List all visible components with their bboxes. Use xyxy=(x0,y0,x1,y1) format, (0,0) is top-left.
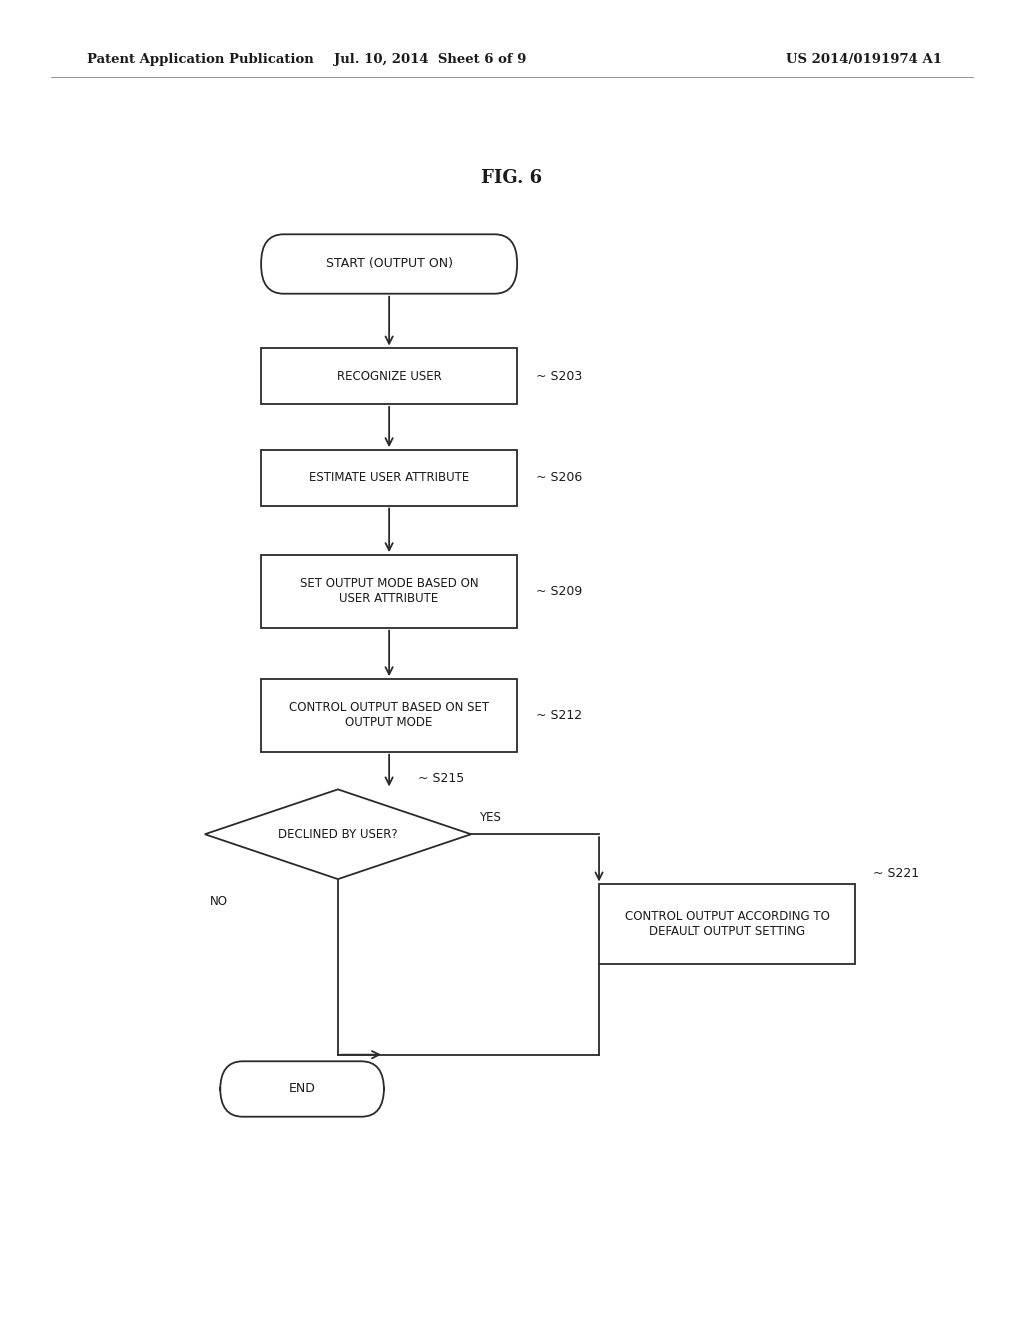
Text: ~ S212: ~ S212 xyxy=(536,709,582,722)
FancyBboxPatch shape xyxy=(261,235,517,293)
Bar xyxy=(599,884,855,964)
Text: Patent Application Publication: Patent Application Publication xyxy=(87,53,313,66)
Text: NO: NO xyxy=(210,895,228,908)
Text: RECOGNIZE USER: RECOGNIZE USER xyxy=(337,370,441,383)
Polygon shape xyxy=(205,789,471,879)
Text: ~ S203: ~ S203 xyxy=(536,370,582,383)
Bar xyxy=(261,678,517,752)
Text: Jul. 10, 2014  Sheet 6 of 9: Jul. 10, 2014 Sheet 6 of 9 xyxy=(334,53,526,66)
Bar xyxy=(261,450,517,506)
Text: ESTIMATE USER ATTRIBUTE: ESTIMATE USER ATTRIBUTE xyxy=(309,471,469,484)
Text: END: END xyxy=(289,1082,315,1096)
Bar xyxy=(261,348,517,404)
Text: US 2014/0191974 A1: US 2014/0191974 A1 xyxy=(786,53,942,66)
Text: ~ S215: ~ S215 xyxy=(418,772,464,785)
Bar xyxy=(261,554,517,627)
Text: YES: YES xyxy=(479,810,501,824)
Text: ~ S221: ~ S221 xyxy=(873,867,920,880)
Text: ~ S209: ~ S209 xyxy=(536,585,582,598)
Text: SET OUTPUT MODE BASED ON
USER ATTRIBUTE: SET OUTPUT MODE BASED ON USER ATTRIBUTE xyxy=(300,577,478,606)
Text: ~ S206: ~ S206 xyxy=(536,471,582,484)
Text: FIG. 6: FIG. 6 xyxy=(481,169,543,187)
FancyBboxPatch shape xyxy=(220,1061,384,1117)
Text: CONTROL OUTPUT BASED ON SET
OUTPUT MODE: CONTROL OUTPUT BASED ON SET OUTPUT MODE xyxy=(289,701,489,730)
Text: DECLINED BY USER?: DECLINED BY USER? xyxy=(279,828,397,841)
Text: CONTROL OUTPUT ACCORDING TO
DEFAULT OUTPUT SETTING: CONTROL OUTPUT ACCORDING TO DEFAULT OUTP… xyxy=(625,909,829,939)
Text: START (OUTPUT ON): START (OUTPUT ON) xyxy=(326,257,453,271)
